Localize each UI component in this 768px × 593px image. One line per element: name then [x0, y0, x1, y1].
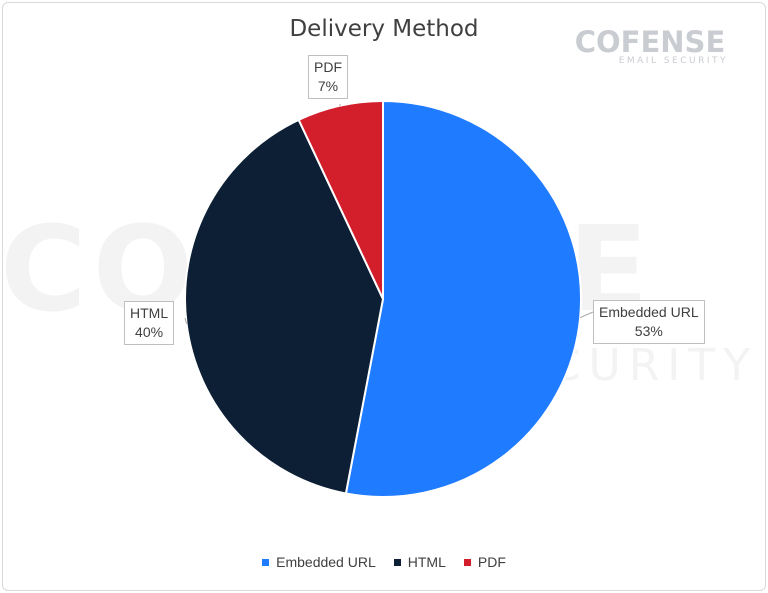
data-label-embedded-url: Embedded URL 53%: [593, 300, 705, 344]
logo-wordmark: COFENSE: [574, 25, 726, 59]
data-label-value: 7%: [317, 78, 339, 94]
legend-swatch: [463, 558, 471, 566]
leader-line-embedded-url: [579, 311, 594, 319]
data-label-name: PDF: [314, 59, 342, 75]
chart-legend: Embedded URL HTML PDF: [0, 554, 768, 570]
legend-item-html: HTML: [393, 554, 446, 570]
legend-item-embedded-url: Embedded URL: [262, 554, 376, 570]
data-label-value: 53%: [634, 323, 663, 339]
legend-swatch: [393, 558, 401, 566]
logo-tagline: EMAIL SECURITY: [618, 56, 728, 66]
brand-logo: COFENSE EMAIL SECURITY: [570, 25, 730, 67]
data-label-value: 40%: [135, 324, 164, 340]
legend-item-pdf: PDF: [463, 554, 506, 570]
legend-label: HTML: [407, 554, 446, 570]
slice-embedded-url: [344, 99, 583, 498]
slice-html: [184, 118, 385, 495]
data-label-name: Embedded URL: [599, 304, 699, 320]
data-label-html: HTML 40%: [124, 301, 175, 345]
leader-line-html: [184, 317, 188, 324]
legend-label: PDF: [477, 554, 506, 570]
chart-title: Delivery Method: [289, 16, 479, 42]
data-label-pdf: PDF 7%: [308, 55, 348, 99]
legend-swatch: [262, 558, 270, 566]
legend-label: Embedded URL: [276, 554, 376, 570]
data-label-name: HTML: [130, 305, 169, 321]
